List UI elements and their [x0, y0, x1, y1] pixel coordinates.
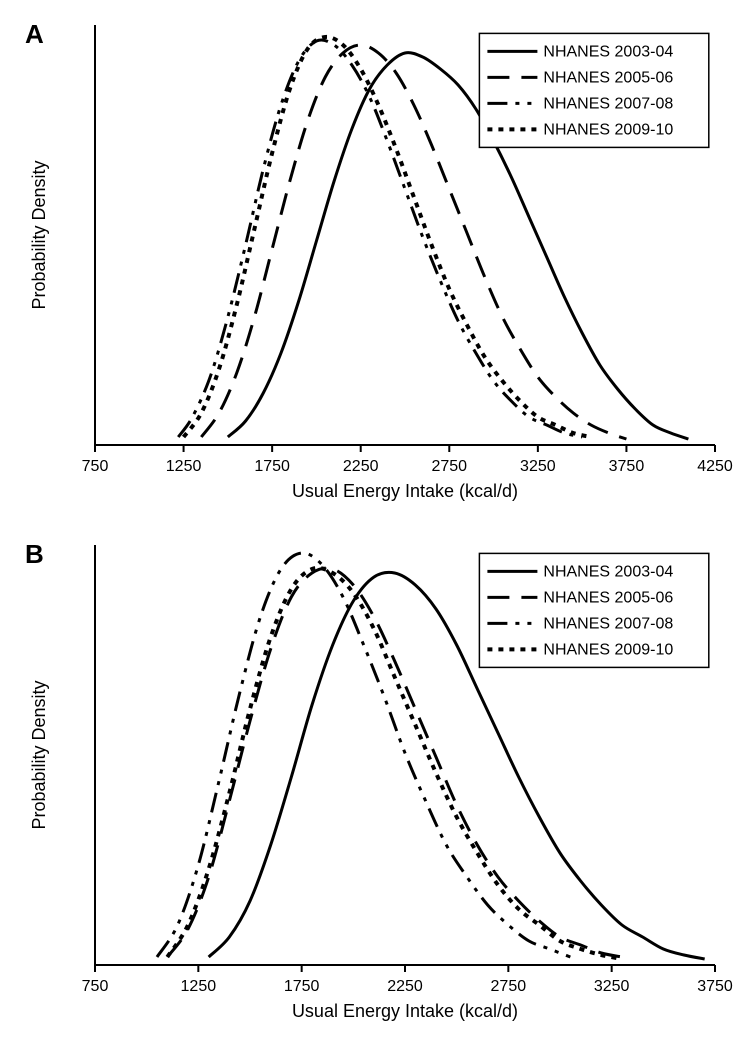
- x-tick-label: 2250: [343, 458, 379, 475]
- legend-label: NHANES 2005-06: [543, 69, 673, 86]
- x-tick-label: 3750: [697, 978, 733, 995]
- x-tick-label: 2250: [387, 978, 423, 995]
- x-axis-label: Usual Energy Intake (kcal/d): [292, 481, 518, 501]
- legend-label: NHANES 2003-04: [543, 43, 673, 60]
- x-tick-label: 1250: [166, 458, 202, 475]
- x-tick-label: 1250: [181, 978, 217, 995]
- legend-label: NHANES 2003-04: [543, 563, 673, 580]
- x-tick-label: 2750: [491, 978, 527, 995]
- panel-letter: A: [25, 19, 44, 49]
- x-tick-label: 1750: [254, 458, 290, 475]
- legend-label: NHANES 2007-08: [543, 95, 673, 112]
- panel-b: 750 1250 1750 2250 2750 3250 3750 Usual Energy …: [0, 520, 737, 1039]
- x-tick-label: 750: [82, 978, 109, 995]
- legend-label: NHANES 2009-10: [543, 641, 673, 658]
- legend-label: NHANES 2007-08: [543, 615, 673, 632]
- x-tick-label: 3250: [520, 458, 556, 475]
- panel-a: 750 1250 1750 2250 2750 3250 3750 4250 Usual Ene…: [0, 0, 737, 520]
- figure: 750 1250 1750 2250 2750 3250 3750 4250 Usual Ene…: [0, 0, 737, 1039]
- x-tick-label: 1750: [284, 978, 320, 995]
- x-tick-label: 3750: [609, 458, 645, 475]
- legend-label: NHANES 2005-06: [543, 589, 673, 606]
- x-tick-label: 2750: [431, 458, 467, 475]
- y-axis-label: Probability Density: [29, 160, 49, 309]
- x-tick-label: 4250: [697, 458, 733, 475]
- y-axis-label: Probability Density: [29, 680, 49, 829]
- x-tick-label: 750: [82, 458, 109, 475]
- x-tick-label: 3250: [594, 978, 630, 995]
- panel-letter: B: [25, 539, 44, 569]
- legend-label: NHANES 2009-10: [543, 121, 673, 138]
- x-axis-label: Usual Energy Intake (kcal/d): [292, 1001, 518, 1021]
